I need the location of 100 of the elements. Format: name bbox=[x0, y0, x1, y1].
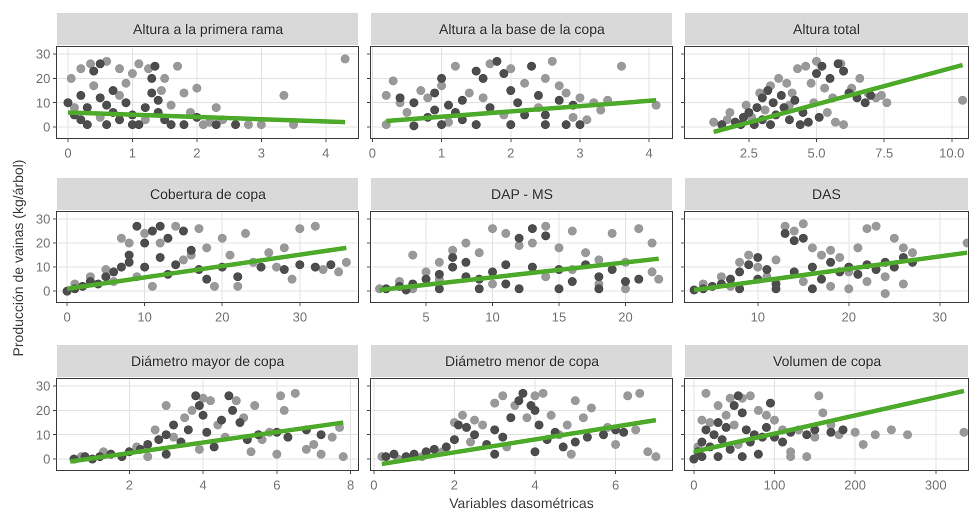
point bbox=[194, 401, 204, 410]
point bbox=[478, 74, 488, 83]
x-tick-label: 6 bbox=[612, 478, 620, 493]
point bbox=[620, 277, 630, 286]
point bbox=[224, 391, 234, 400]
point bbox=[212, 103, 221, 112]
point bbox=[124, 238, 134, 248]
point bbox=[474, 284, 484, 294]
point bbox=[790, 96, 800, 105]
point bbox=[631, 425, 640, 434]
point bbox=[206, 396, 215, 406]
point bbox=[490, 398, 500, 408]
point bbox=[454, 420, 463, 430]
point bbox=[880, 272, 890, 282]
point bbox=[430, 88, 440, 98]
point bbox=[742, 100, 751, 110]
point bbox=[812, 69, 821, 78]
point bbox=[886, 425, 896, 434]
point bbox=[202, 274, 212, 284]
point bbox=[490, 450, 500, 459]
point bbox=[514, 396, 524, 406]
point bbox=[726, 274, 735, 284]
point bbox=[730, 401, 739, 410]
point bbox=[102, 100, 112, 110]
point bbox=[839, 120, 848, 130]
point bbox=[423, 93, 432, 102]
x-tick-label: 4 bbox=[646, 146, 653, 161]
point bbox=[528, 224, 537, 234]
point bbox=[710, 430, 719, 440]
point bbox=[444, 100, 453, 110]
point bbox=[689, 454, 698, 464]
point bbox=[908, 248, 917, 258]
point bbox=[766, 398, 775, 408]
point bbox=[434, 270, 444, 279]
point bbox=[340, 54, 350, 64]
point bbox=[316, 430, 326, 440]
point bbox=[876, 90, 886, 100]
point bbox=[959, 428, 968, 437]
point bbox=[826, 282, 836, 291]
point bbox=[506, 64, 516, 74]
point bbox=[448, 252, 458, 262]
point bbox=[648, 267, 657, 276]
point bbox=[217, 416, 226, 425]
point bbox=[826, 258, 836, 267]
point bbox=[540, 120, 550, 130]
point bbox=[488, 279, 498, 288]
point bbox=[194, 224, 204, 234]
point bbox=[635, 388, 644, 398]
x-tick-label: 4 bbox=[199, 478, 207, 493]
point bbox=[169, 420, 178, 430]
point bbox=[568, 112, 578, 122]
x-tick-label: 2 bbox=[450, 478, 458, 493]
point bbox=[202, 243, 212, 252]
point bbox=[132, 222, 142, 231]
point bbox=[793, 64, 802, 74]
point bbox=[611, 440, 620, 449]
chart-title: Altura a la base de la copa bbox=[439, 21, 605, 37]
point bbox=[726, 394, 735, 403]
point bbox=[382, 90, 391, 100]
point bbox=[461, 238, 470, 248]
point bbox=[233, 282, 242, 291]
x-tick-label: 20 bbox=[618, 310, 633, 325]
point bbox=[310, 262, 320, 272]
x-tick-label: 5 bbox=[422, 310, 430, 325]
y-tick-label: 30 bbox=[36, 212, 50, 227]
point bbox=[450, 62, 460, 71]
x-tick-label: 200 bbox=[844, 478, 866, 493]
point bbox=[735, 258, 744, 267]
point bbox=[860, 98, 870, 108]
point bbox=[89, 81, 98, 90]
point bbox=[790, 236, 799, 246]
point bbox=[774, 74, 784, 83]
point bbox=[870, 430, 880, 440]
y-tick-label: 30 bbox=[36, 46, 50, 62]
point bbox=[388, 76, 398, 86]
x-tick-label: 6 bbox=[273, 478, 280, 493]
x-tick-label: 10.0 bbox=[939, 146, 964, 161]
point bbox=[389, 450, 398, 459]
point bbox=[409, 121, 418, 130]
point bbox=[96, 59, 105, 68]
x-tick-label: 4 bbox=[531, 478, 539, 493]
x-tick-label: 20 bbox=[842, 310, 856, 325]
point bbox=[76, 64, 86, 74]
point bbox=[540, 74, 550, 83]
point bbox=[150, 425, 160, 434]
point bbox=[862, 277, 872, 286]
chart-title: Cobertura de copa bbox=[150, 186, 266, 202]
x-tick-label: 10 bbox=[485, 310, 500, 325]
point bbox=[608, 265, 617, 274]
point bbox=[744, 108, 754, 117]
point bbox=[171, 260, 180, 270]
point bbox=[198, 410, 208, 420]
point bbox=[554, 96, 564, 105]
x-tick-label: 1 bbox=[128, 146, 136, 161]
point bbox=[470, 430, 480, 440]
point bbox=[162, 430, 171, 440]
point bbox=[188, 406, 197, 415]
point bbox=[820, 84, 830, 93]
point bbox=[754, 450, 763, 459]
point bbox=[541, 222, 550, 231]
